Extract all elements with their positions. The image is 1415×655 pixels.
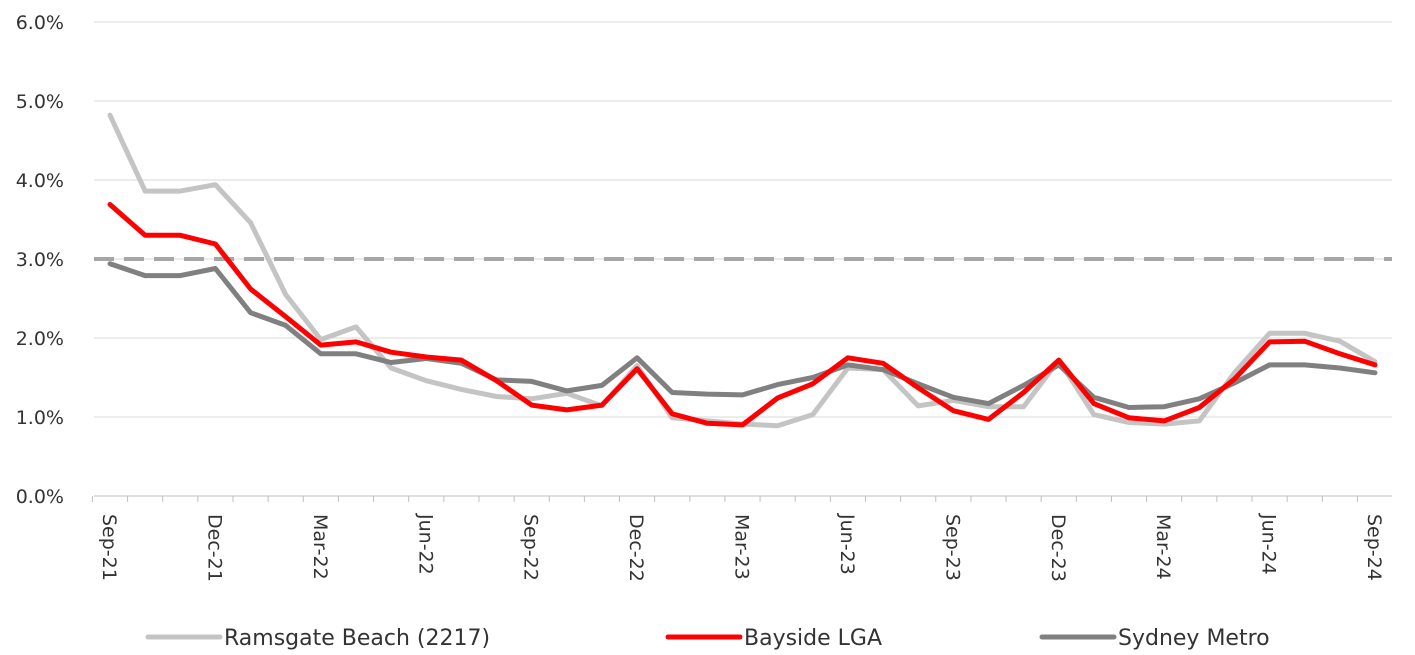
x-tick-label: Dec-23 [1047,514,1069,582]
x-tick-label: Dec-21 [203,514,225,582]
y-tick-label: 5.0% [16,91,64,113]
y-tick-label: 1.0% [16,407,64,429]
x-tick-label: Sep-21 [98,514,120,581]
x-tick-label: Dec-22 [625,514,647,582]
y-tick-label: 3.0% [16,249,64,271]
x-tick-label: Jun-24 [1258,513,1280,575]
series-line-bayside-lga [107,202,1378,428]
y-axis: 0.0% 1.0% 2.0% 3.0% 4.0% 5.0% 6.0% [16,12,64,508]
x-tick-label: Sep-22 [520,514,542,581]
y-tick-label: 4.0% [16,170,64,192]
x-tick-label: Jun-22 [414,513,436,575]
x-axis: Sep-21 Dec-21 Mar-22 Jun-22 Sep-22 Dec-22 Mar-… [91,496,1385,582]
series-lines [107,112,1378,429]
x-tick-label: Jun-23 [836,513,858,575]
y-tick-label: 0.0% [16,486,64,508]
series-line-sydney-metro [107,261,1378,410]
legend-label: Bayside LGA [744,626,882,651]
legend: Ramsgate Beach (2217) Bayside LGA Sydney M… [145,626,1270,651]
y-tick-label: 2.0% [16,328,64,350]
x-tick-label: Mar-22 [309,514,331,580]
x-tick-label: Mar-23 [731,514,753,580]
series-line-ramsgate-beach-2217 [107,112,1378,429]
legend-label: Ramsgate Beach (2217) [224,626,490,651]
x-tick-label: Sep-23 [941,514,963,581]
x-tick-label: Mar-24 [1152,514,1174,580]
y-tick-label: 6.0% [16,12,64,34]
x-tick-label: Sep-24 [1363,514,1385,581]
legend-label: Sydney Metro [1118,626,1270,651]
